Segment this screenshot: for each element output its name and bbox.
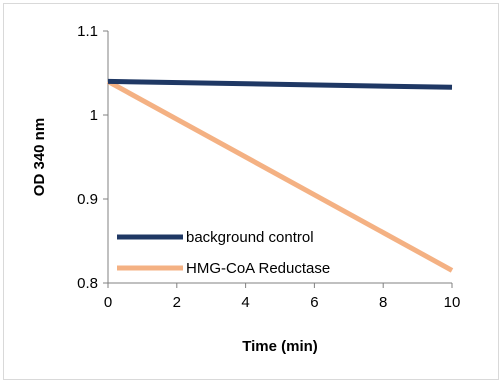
x-tick-labels: 0 2 4 6 8 10 bbox=[104, 283, 461, 311]
x-axis-label: Time (min) bbox=[242, 338, 318, 355]
legend: background control HMG-CoA Reductase bbox=[117, 229, 330, 277]
x-tick-label: 2 bbox=[173, 294, 181, 311]
x-tick-label: 0 bbox=[104, 294, 112, 311]
y-axis-label: OD 340 nm bbox=[31, 118, 48, 196]
series-lines bbox=[106, 78, 454, 273]
series-line-0 bbox=[107, 78, 453, 90]
y-tick-label: 0.9 bbox=[77, 191, 98, 208]
y-tick-label: 1 bbox=[90, 107, 98, 124]
legend-label-1: HMG-CoA Reductase bbox=[186, 260, 330, 277]
x-tick-label: 4 bbox=[241, 294, 249, 311]
chart-frame bbox=[3, 3, 499, 380]
y-tick-label: 1.1 bbox=[77, 23, 98, 40]
x-tick-label: 8 bbox=[379, 294, 387, 311]
series-line-1 bbox=[106, 79, 454, 273]
axes bbox=[107, 31, 452, 284]
x-tick-label: 6 bbox=[310, 294, 318, 311]
legend-label-0: background control bbox=[186, 229, 314, 246]
y-tick-label: 0.8 bbox=[77, 275, 98, 292]
y-tick-labels: 0.8 0.9 1 1.1 bbox=[77, 23, 108, 292]
x-tick-label: 10 bbox=[444, 294, 461, 311]
